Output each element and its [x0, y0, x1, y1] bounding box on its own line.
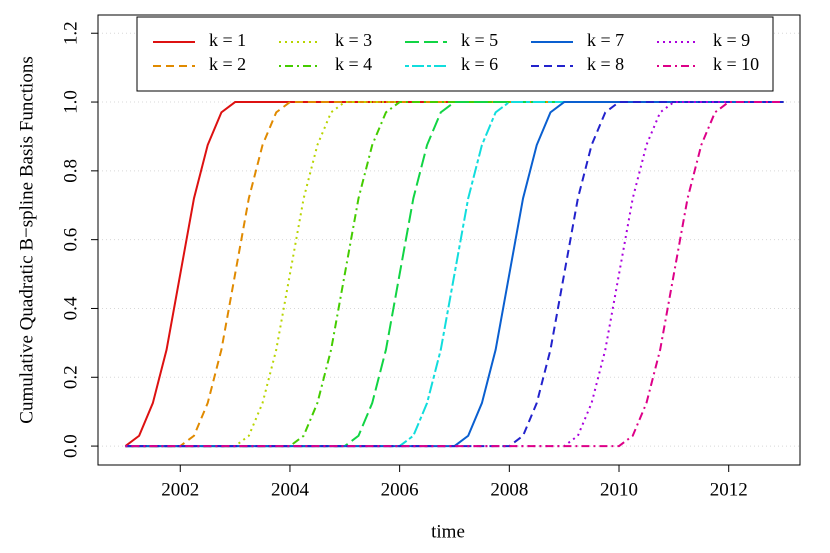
y-tick-label: 0.0: [60, 434, 81, 458]
legend-label: k = 8: [587, 54, 624, 74]
plot-frame: [97, 14, 801, 466]
x-tick-label: 2002: [161, 479, 199, 500]
y-tick-label: 1.0: [60, 90, 81, 114]
y-tick-label: 0.6: [60, 228, 81, 252]
x-tick-label: 2010: [600, 479, 638, 500]
x-tick-label: 2004: [271, 479, 310, 500]
legend-label: k = 10: [713, 54, 759, 74]
y-tick-label: 1.2: [60, 21, 81, 45]
y-tick-label: 0.2: [60, 365, 81, 389]
x-tick-label: 2008: [490, 479, 528, 500]
x-tick-label: 2012: [710, 479, 748, 500]
legend-label: k = 2: [209, 54, 246, 74]
legend-label: k = 3: [335, 30, 372, 50]
legend-box: [136, 16, 774, 92]
legend-label: k = 9: [713, 30, 750, 50]
y-axis-title: Cumulative Quadratic B−spline Basis Func…: [16, 56, 37, 423]
legend-label: k = 5: [461, 30, 498, 50]
y-tick-label: 0.4: [60, 296, 81, 320]
legend-label: k = 4: [335, 54, 372, 74]
legend-label: k = 1: [209, 30, 246, 50]
series-line: [125, 101, 784, 448]
x-tick-label: 2006: [381, 479, 419, 500]
legend-label: k = 7: [587, 30, 624, 50]
legend-label: k = 6: [461, 54, 498, 74]
y-tick-label: 0.8: [60, 159, 81, 183]
x-axis-title: time: [431, 521, 465, 542]
series-line: [125, 101, 784, 448]
